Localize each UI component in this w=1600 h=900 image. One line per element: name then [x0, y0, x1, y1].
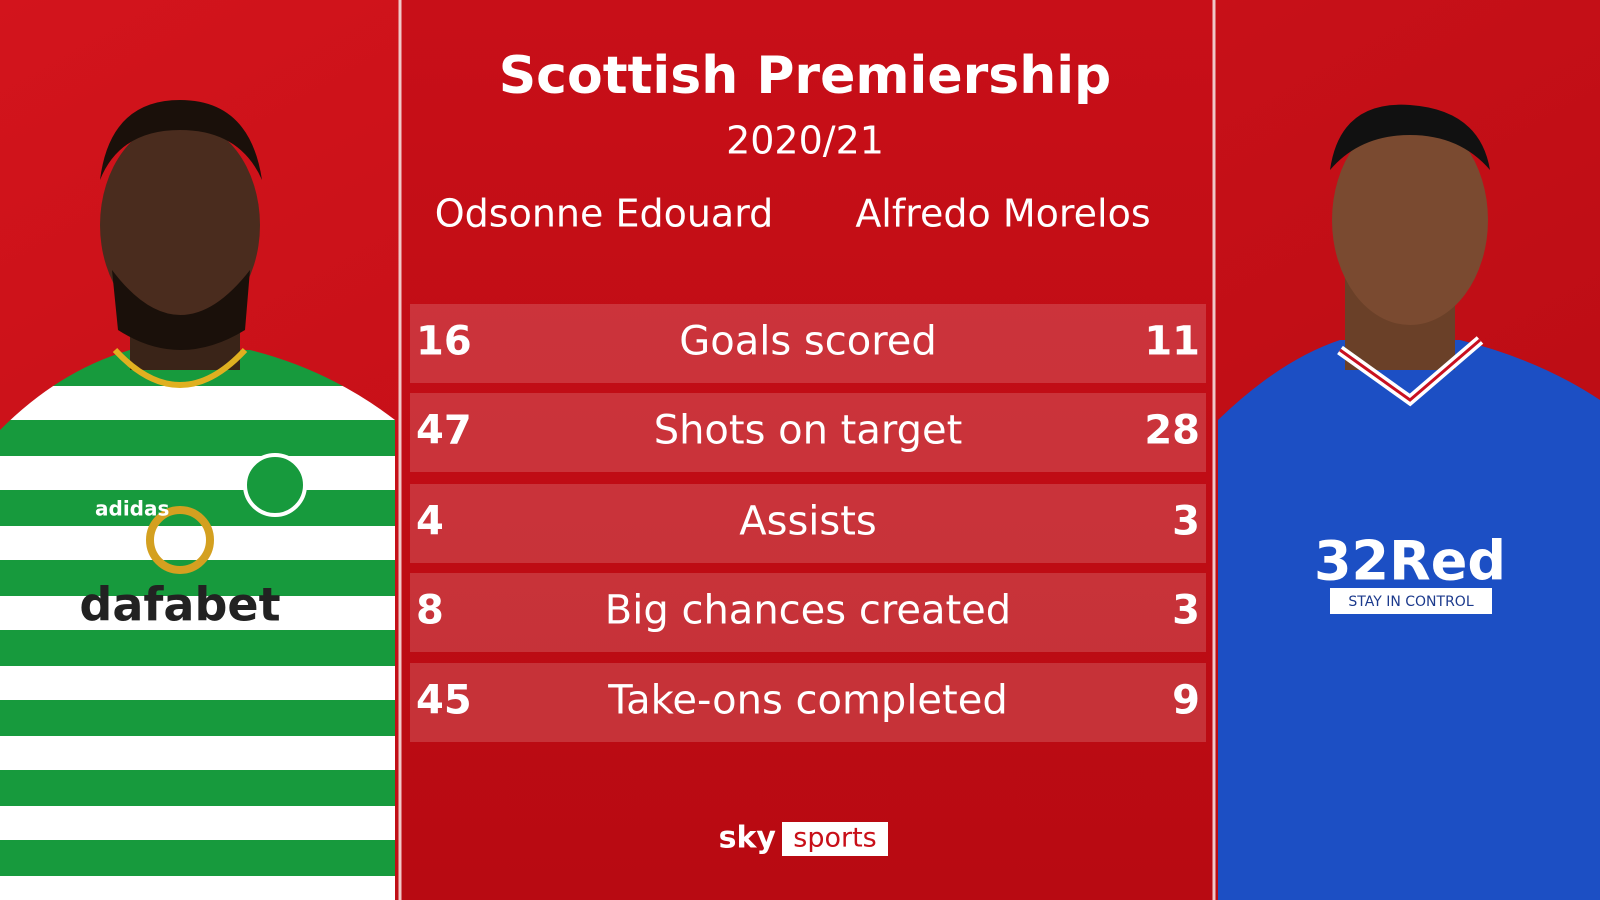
left-value: 16	[416, 319, 472, 365]
shirt-sponsor: 32Red	[1314, 530, 1506, 593]
stat-label: Take-ons completed	[607, 678, 1007, 724]
row-background	[410, 663, 1206, 742]
logo-channel: sports	[793, 823, 876, 854]
right-value: 9	[1172, 678, 1200, 724]
kit-brand: adidas	[95, 497, 169, 521]
right-value: 28	[1144, 408, 1200, 454]
right-player-photo: 32Red STAY IN CONTROL	[1218, 104, 1600, 900]
stat-label: Big chances created	[605, 588, 1011, 634]
stat-label: Assists	[739, 499, 877, 545]
sponsor-tagline: STAY IN CONTROL	[1348, 594, 1473, 610]
center-panel	[400, 0, 1214, 900]
player-name: Odsonne Edouard	[435, 192, 774, 236]
left-value: 8	[416, 588, 444, 634]
title: Scottish Premiership	[499, 46, 1112, 106]
left-value: 45	[416, 678, 472, 724]
stat-row: 45 Take-ons completed 9	[410, 663, 1206, 742]
player-name: Alfredo Morelos	[855, 192, 1150, 236]
logo-brand: sky	[719, 821, 777, 856]
subtitle: 2020/21	[726, 119, 884, 163]
shirt-sponsor: dafabet	[79, 578, 280, 632]
stat-row: 4 Assists 3	[410, 484, 1206, 563]
stat-label: Goals scored	[679, 319, 937, 365]
stat-row: 8 Big chances created 3	[410, 573, 1206, 652]
left-value: 4	[416, 499, 444, 545]
logo: sky sports	[719, 821, 888, 856]
row-background	[410, 484, 1206, 563]
stats-table: 16 Goals scored 11 47 Shots on target 28 4 Assi…	[410, 304, 1206, 742]
stat-row: 47 Shots on target 28	[410, 393, 1206, 472]
right-value: 3	[1172, 588, 1200, 634]
right-value: 3	[1172, 499, 1200, 545]
stat-row: 16 Goals scored 11	[410, 304, 1206, 383]
right-value: 11	[1144, 319, 1200, 365]
sponsor-band	[1330, 588, 1492, 614]
logo-box	[782, 822, 888, 856]
row-background	[410, 573, 1206, 652]
row-background	[410, 304, 1206, 383]
left-player-photo: adidas dafabet	[0, 100, 395, 900]
row-background	[410, 393, 1206, 472]
left-value: 47	[416, 408, 472, 454]
stat-label: Shots on target	[654, 408, 963, 454]
